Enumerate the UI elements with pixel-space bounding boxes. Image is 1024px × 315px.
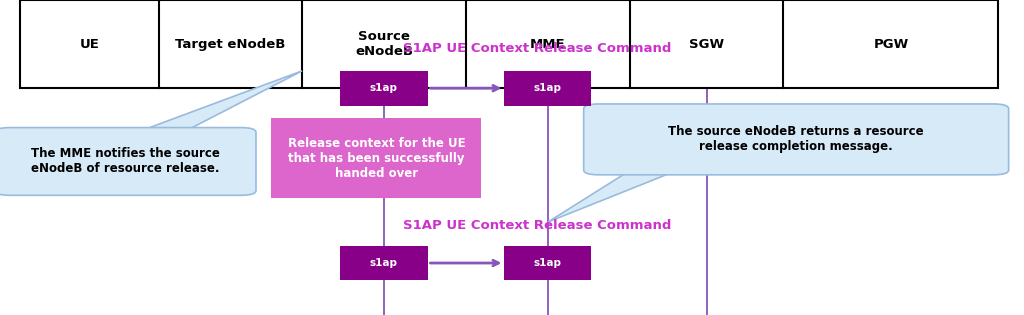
Text: The MME notifies the source
eNodeB of resource release.: The MME notifies the source eNodeB of re…: [31, 147, 220, 175]
FancyBboxPatch shape: [505, 71, 592, 106]
Text: s1ap: s1ap: [370, 258, 398, 268]
FancyBboxPatch shape: [505, 246, 592, 280]
Text: s1ap: s1ap: [534, 258, 562, 268]
Text: Target eNodeB: Target eNodeB: [175, 37, 286, 51]
Text: Source
eNodeB: Source eNodeB: [355, 30, 413, 58]
FancyBboxPatch shape: [340, 71, 428, 106]
Polygon shape: [548, 170, 678, 222]
Text: s1ap: s1ap: [370, 83, 398, 93]
Text: s1ap: s1ap: [534, 83, 562, 93]
Text: MME: MME: [530, 37, 565, 51]
FancyBboxPatch shape: [340, 246, 428, 280]
Polygon shape: [137, 71, 302, 132]
Text: PGW: PGW: [873, 37, 908, 51]
FancyBboxPatch shape: [584, 104, 1009, 175]
Text: S1AP UE Context Release Command: S1AP UE Context Release Command: [403, 42, 672, 55]
Text: UE: UE: [80, 37, 99, 51]
Text: Release context for the UE
that has been successfully
handed over: Release context for the UE that has been…: [288, 137, 465, 180]
FancyBboxPatch shape: [20, 0, 998, 88]
FancyBboxPatch shape: [0, 128, 256, 195]
Text: S1AP UE Context Release Command: S1AP UE Context Release Command: [403, 219, 672, 232]
Text: The source eNodeB returns a resource
release completion message.: The source eNodeB returns a resource rel…: [669, 125, 924, 153]
Text: SGW: SGW: [689, 37, 724, 51]
FancyBboxPatch shape: [271, 118, 481, 198]
